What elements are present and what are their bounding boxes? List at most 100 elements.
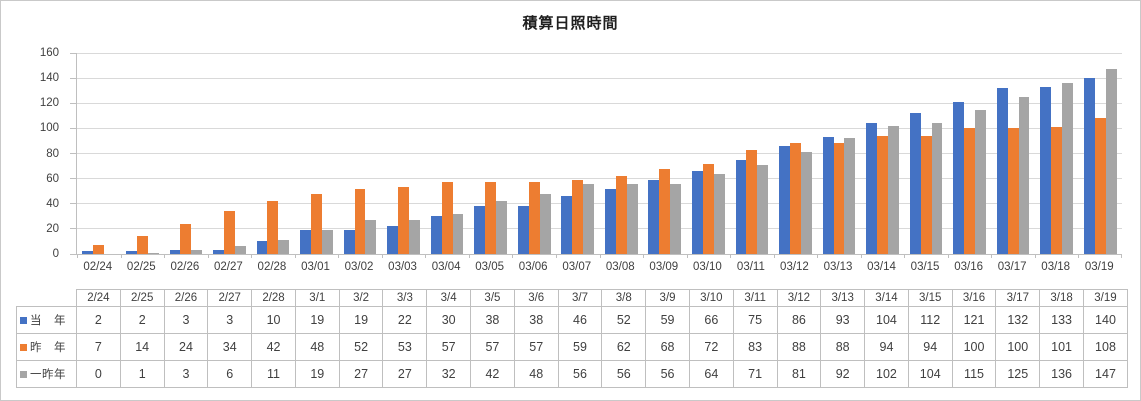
gridline [77, 127, 1122, 129]
table-value-cell: 3 [207, 306, 253, 334]
gridline [77, 228, 1122, 230]
table-value-cell: 52 [338, 333, 384, 361]
table-value-cell: 56 [557, 360, 603, 388]
table-value-cell: 27 [338, 360, 384, 388]
bar-last-year [964, 128, 976, 254]
y-axis-tick-label: 40 [46, 197, 59, 210]
x-axis-tick-label: 03/18 [1041, 261, 1071, 273]
table-date-header: 3/10 [688, 289, 734, 307]
bar-last-year [223, 211, 235, 254]
table-value-cell: 57 [470, 333, 515, 361]
table-date-header: 3/13 [820, 289, 866, 307]
table-value-cell: 38 [470, 306, 515, 334]
bar-two-years-ago [191, 250, 203, 254]
table-date-header: 3/7 [557, 289, 603, 307]
table-value-cell: 92 [820, 360, 866, 388]
table-value-cell: 133 [1039, 306, 1084, 334]
bar-last-year [136, 236, 148, 254]
table-date-header: 3/2 [338, 289, 384, 307]
table-date-header: 3/1 [294, 289, 340, 307]
legend-marker-icon [20, 343, 27, 351]
table-value-cell: 101 [1039, 333, 1084, 361]
table-value-cell: 14 [119, 333, 165, 361]
table-date-header: 2/25 [119, 289, 165, 307]
series-label-content: 一昨年 [18, 366, 76, 382]
table-date-header: 3/16 [951, 289, 997, 307]
x-axis-tick-label: 03/06 [518, 261, 548, 273]
bar-two-years-ago [713, 174, 725, 254]
table-value-cell: 24 [163, 333, 209, 361]
bar-two-years-ago [539, 194, 551, 254]
y-axis-tick [70, 253, 77, 255]
bar-this-year [561, 196, 573, 254]
bar-two-years-ago [931, 123, 943, 254]
table-value-cell: 88 [820, 333, 866, 361]
bar-last-year [1094, 118, 1106, 254]
bar-this-year [648, 180, 660, 254]
table-value-cell: 72 [688, 333, 734, 361]
bar-this-year [474, 206, 486, 254]
x-axis-tick-label: 03/13 [823, 261, 853, 273]
x-axis-tick-label: 03/12 [780, 261, 809, 273]
series-label-two-years-ago: 一昨年 [16, 360, 77, 388]
bar-last-year [485, 182, 497, 254]
table-value-cell: 48 [513, 360, 559, 388]
x-axis-tick-label: 02/27 [214, 261, 243, 273]
x-axis-tick [773, 254, 775, 258]
table-value-cell: 94 [907, 333, 953, 361]
table-value-cell: 147 [1082, 360, 1129, 388]
gridline [77, 52, 1122, 54]
table-date-header: 3/19 [1082, 289, 1129, 307]
table-date-header: 2/28 [251, 289, 296, 307]
bar-two-years-ago [496, 201, 507, 254]
series-name: 一昨年 [30, 369, 66, 381]
bar-last-year [398, 187, 409, 254]
table-value-cell: 38 [513, 306, 559, 334]
x-axis-tick [643, 254, 645, 258]
x-axis-tick-label: 03/14 [867, 261, 896, 273]
table-value-cell: 56 [601, 360, 647, 388]
x-axis-tick [164, 254, 166, 258]
x-axis-tick [512, 254, 514, 258]
bar-last-year [1051, 127, 1063, 254]
bar-last-year [267, 201, 279, 254]
table-value-cell: 52 [601, 306, 647, 334]
table-value-cell: 48 [294, 333, 340, 361]
bar-this-year [692, 171, 703, 254]
table-value-cell: 11 [251, 360, 296, 388]
table-value-cell: 2 [119, 306, 165, 334]
table-date-header: 3/3 [382, 289, 428, 307]
table-value-cell: 19 [294, 360, 340, 388]
table-date-header: 3/18 [1039, 289, 1084, 307]
table-value-cell: 19 [338, 306, 384, 334]
bar-this-year [300, 230, 312, 254]
y-axis-tick [70, 77, 77, 79]
table-value-cell: 102 [864, 360, 909, 388]
bar-two-years-ago [975, 110, 986, 254]
bar-two-years-ago [844, 138, 856, 254]
bar-last-year [920, 136, 932, 254]
x-axis-tick [860, 254, 862, 258]
table-value-cell: 112 [907, 306, 953, 334]
table-value-cell: 71 [732, 360, 778, 388]
bar-last-year [528, 182, 540, 254]
bar-this-year [256, 241, 268, 254]
table-date-header: 3/5 [470, 289, 515, 307]
chart-title: 積算日照時間 [522, 15, 619, 32]
table-value-cell: 59 [557, 333, 603, 361]
gridline [77, 203, 1122, 205]
bar-two-years-ago [1018, 97, 1030, 254]
legend-marker-icon [20, 370, 27, 378]
gridline [77, 153, 1122, 154]
bar-this-year [517, 206, 529, 254]
table-value-cell: 3 [163, 360, 209, 388]
table-value-cell: 22 [382, 306, 428, 334]
data-table: 2/24 2/25 2/26 2/27 2/28 3/1 3/2 3/3 3/4 3/5 3/6 3/… [16, 289, 1129, 388]
x-axis-tick-label: 02/28 [257, 261, 287, 273]
bar-two-years-ago [365, 220, 377, 254]
bar-two-years-ago [321, 230, 333, 254]
x-axis-tick [1078, 254, 1080, 258]
table-value-cell: 136 [1039, 360, 1084, 388]
bar-this-year [343, 230, 355, 254]
x-axis-tick-label: 03/16 [954, 261, 983, 273]
